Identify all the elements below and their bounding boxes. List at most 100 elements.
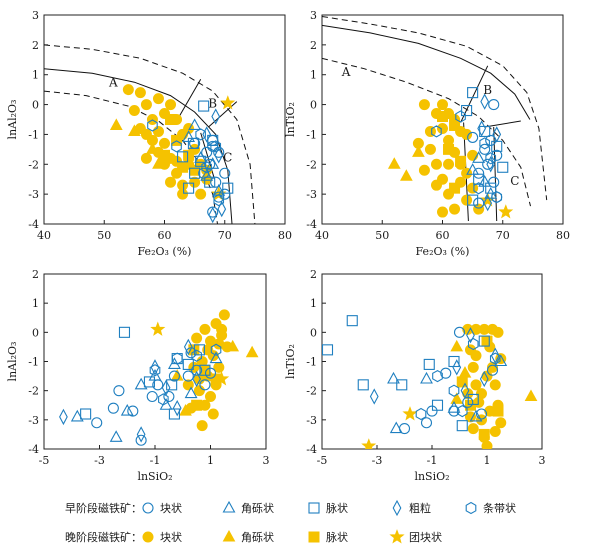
late-triangle-point	[152, 157, 165, 169]
discrimination-boundary	[322, 57, 531, 207]
y-tick-label: -3	[28, 188, 39, 201]
y-tick-label: -2	[28, 385, 39, 398]
early-square-point	[396, 379, 408, 391]
late-circle-point	[449, 203, 461, 215]
early-triangle-point	[389, 421, 403, 434]
x-tick-label: 3	[263, 454, 270, 467]
y-tick-label: -1	[306, 128, 317, 141]
late-triangle-point	[387, 157, 401, 169]
x-tick-label: 80	[278, 229, 292, 242]
late-circle-point	[199, 323, 211, 335]
early-diamond-point	[59, 408, 68, 426]
legend-early-label-1: 块状	[160, 501, 182, 515]
y-tick-label: -3	[306, 414, 317, 427]
early-circle-point	[488, 176, 500, 188]
late-circle-point	[437, 122, 448, 134]
legend-late-label-2: 角砾状	[241, 530, 274, 544]
early-square-point	[467, 87, 479, 99]
early-diamond-point	[208, 206, 218, 224]
x-tick-label: 80	[556, 229, 570, 242]
early-triangle-point	[447, 401, 461, 413]
y-tick-label: 1	[32, 297, 39, 310]
early-hexagon-point	[210, 140, 222, 153]
x-axis-label: Fe₂O₃ (%)	[138, 245, 192, 258]
late-square-point	[492, 405, 504, 417]
region-label: A	[341, 65, 351, 79]
late-triangle-point	[179, 404, 192, 416]
x-tick-label: -3	[372, 454, 383, 467]
x-tick-label: -1	[150, 454, 161, 467]
early-hexagon-point	[448, 384, 460, 397]
early-square-point	[456, 420, 468, 432]
late-circle-point	[461, 128, 473, 140]
late-star-point	[361, 438, 377, 449]
early-diamond-point	[192, 370, 201, 388]
early-circle-point	[127, 405, 139, 417]
y-tick-label: 2	[32, 268, 39, 281]
early-diamond-point	[483, 194, 493, 212]
y-tick-label: -1	[306, 356, 317, 369]
y-tick-label: 1	[310, 297, 317, 310]
early-square-point	[187, 137, 199, 149]
y-tick-label: 0	[32, 326, 39, 339]
early-triangle-point	[494, 354, 508, 367]
early-diamond-point	[480, 93, 490, 110]
discrimination-boundary	[200, 132, 215, 180]
x-axis-label: lnSiO₂	[137, 470, 172, 483]
late-triangle-point	[524, 389, 538, 401]
early-circle-point	[107, 402, 119, 414]
discrimination-boundary	[44, 44, 256, 224]
late-circle-point	[140, 152, 152, 164]
legend-early-triangle-marker	[222, 500, 236, 513]
late-circle-point	[467, 423, 479, 435]
early-circle-point	[146, 390, 158, 403]
early-square-point	[177, 151, 189, 163]
early-diamond-point	[161, 379, 171, 396]
late-circle-point	[430, 158, 442, 170]
scatter-panel-2: 40 50 60 70 80 -4 -3 -2 -1 0 1 2 3 Fe₂O₃ (%) lnTiO₂ A B C	[284, 9, 570, 258]
x-tick-label: 1	[207, 454, 214, 467]
y-tick-label: 2	[310, 268, 317, 281]
discrimination-boundary	[176, 78, 202, 122]
late-circle-point	[481, 440, 493, 449]
late-circle-point	[189, 176, 201, 188]
early-square-point	[195, 155, 207, 167]
early-circle-point	[420, 417, 433, 429]
late-circle-point	[193, 385, 205, 397]
late-triangle-point	[450, 392, 464, 404]
y-tick-label: -2	[306, 158, 317, 171]
late-circle-point	[470, 350, 482, 362]
early-circle-point	[479, 143, 491, 155]
legend-late-label-1: 块状	[160, 530, 182, 544]
early-square-point	[346, 315, 358, 327]
early-diamond-point	[492, 126, 502, 143]
discrimination-boundary	[322, 24, 531, 120]
discrimination-boundary	[44, 68, 233, 224]
y-axis-label: lnAl₂O₃	[6, 100, 19, 140]
early-square-point	[431, 399, 444, 411]
legend-early-label-4: 粗粒	[409, 501, 431, 515]
early-circle-point	[135, 434, 147, 446]
early-circle-point	[163, 390, 175, 403]
legend-late-triangle-marker	[222, 529, 236, 542]
late-star-point	[211, 186, 227, 201]
early-circle-point	[475, 408, 488, 420]
early-hexagon-point	[431, 125, 442, 138]
early-hexagon-point	[485, 152, 497, 165]
late-circle-point	[195, 188, 207, 200]
late-circle-point	[188, 361, 200, 373]
late-circle-point	[437, 99, 448, 111]
x-tick-label: -3	[94, 454, 105, 467]
x-tick-label: 40	[315, 229, 329, 242]
legend-early-label-3: 脉状	[326, 501, 348, 515]
early-circle-point	[488, 99, 500, 111]
early-circle-point	[219, 167, 231, 179]
early-square-point	[118, 326, 131, 338]
early-hexagon-point	[491, 190, 503, 204]
early-square-point	[166, 379, 178, 391]
late-square-point	[478, 428, 490, 440]
legend-early-hexagon-marker	[465, 501, 477, 515]
late-circle-point	[424, 125, 436, 137]
early-hexagon-point	[489, 352, 501, 365]
late-triangle-point	[109, 118, 123, 130]
